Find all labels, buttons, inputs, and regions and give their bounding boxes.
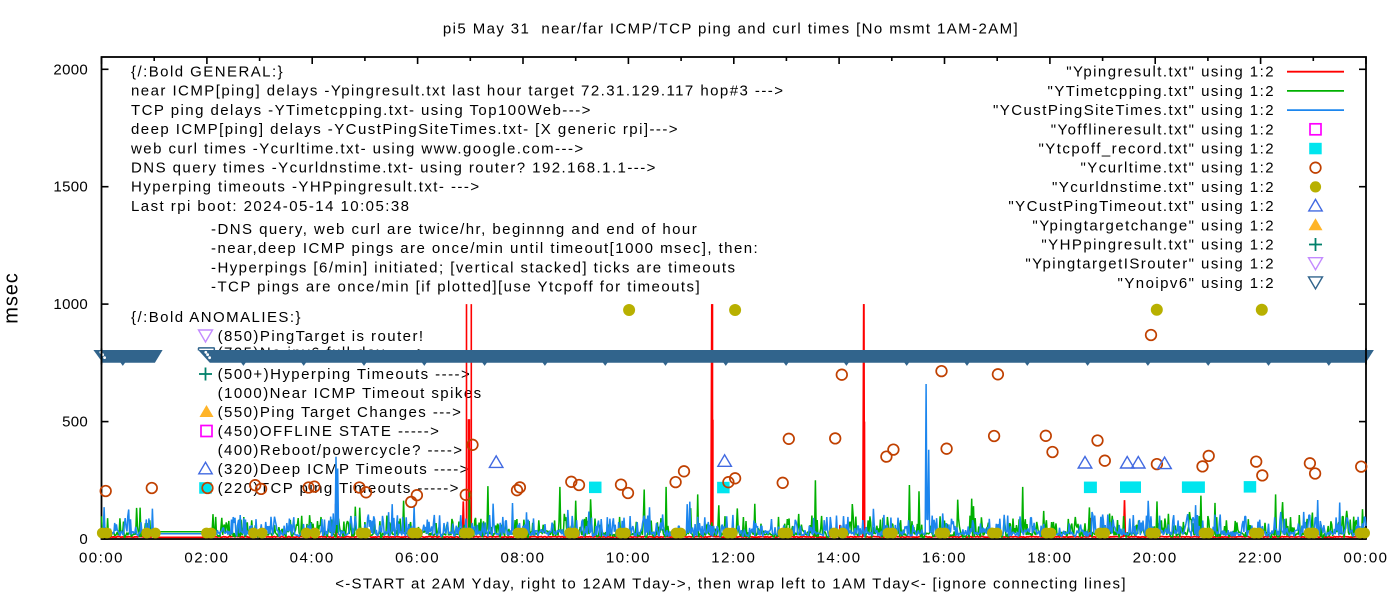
svg-text:deep ICMP[ping] delays -YCustP: deep ICMP[ping] delays -YCustPingSiteTim… [131, 121, 679, 138]
svg-text:14:00: 14:00 [817, 550, 862, 567]
svg-text:00:00: 00:00 [79, 550, 124, 567]
svg-text:-TCP pings are once/min [if pl: -TCP pings are once/min [if plotted][use… [211, 279, 701, 296]
svg-text:18:00: 18:00 [1027, 550, 1072, 567]
svg-text:(500+)Hyperping Timeouts ---->: (500+)Hyperping Timeouts ----> [218, 366, 472, 383]
svg-text:12:00: 12:00 [711, 550, 756, 567]
svg-text:"Ycurltime.txt" using 1:2: "Ycurltime.txt" using 1:2 [1081, 160, 1275, 177]
svg-text:-Hyperpings [6/min] initiated;: -Hyperpings [6/min] initiated; [vertical… [211, 259, 736, 276]
svg-text:"YHPpingresult.txt" using 1:2: "YHPpingresult.txt" using 1:2 [1041, 237, 1275, 254]
svg-text:"Ytcpoff_record.txt" using 1:2: "Ytcpoff_record.txt" using 1:2 [1039, 141, 1275, 158]
svg-text:{/:Bold ANOMALIES:}: {/:Bold ANOMALIES:} [131, 309, 302, 326]
svg-text:"Ycurldnstime.txt" using 1:2: "Ycurldnstime.txt" using 1:2 [1052, 179, 1275, 196]
svg-text:near ICMP[ping] delays -Ypingr: near ICMP[ping] delays -Ypingresult.txt … [131, 83, 784, 100]
svg-text:08:00: 08:00 [500, 550, 545, 567]
svg-text:"Ynoipv6" using 1:2: "Ynoipv6" using 1:2 [1118, 275, 1275, 292]
svg-text:(400)Reboot/powercycle? ---->: (400)Reboot/powercycle? ----> [218, 442, 464, 459]
svg-text:10:00: 10:00 [606, 550, 651, 567]
svg-text:(550)Ping Target Changes --->: (550)Ping Target Changes ---> [218, 404, 463, 421]
svg-text:"Ypingresult.txt" using 1:2: "Ypingresult.txt" using 1:2 [1066, 64, 1275, 81]
svg-text:02:00: 02:00 [184, 550, 229, 567]
svg-text:web curl times -Ycurltime.txt-: web curl times -Ycurltime.txt- using www… [130, 140, 585, 157]
svg-text:0: 0 [79, 531, 88, 548]
svg-text:"YCustPingSiteTimes.txt" using: "YCustPingSiteTimes.txt" using 1:2 [993, 102, 1275, 119]
svg-text:-DNS query, web curl are twice: -DNS query, web curl are twice/hr, begin… [211, 221, 698, 238]
svg-text:msec: msec [1, 272, 23, 323]
svg-text:16:00: 16:00 [922, 550, 967, 567]
svg-text:"YTimetcpping.txt" using 1:2: "YTimetcpping.txt" using 1:2 [1048, 83, 1275, 100]
svg-text:06:00: 06:00 [395, 550, 440, 567]
svg-text:2000: 2000 [53, 61, 88, 78]
svg-text:-near,deep ICMP pings are once: -near,deep ICMP pings are once/min until… [211, 240, 759, 257]
svg-text:TCP ping delays -YTimetcpping.: TCP ping delays -YTimetcpping.txt- using… [131, 102, 592, 119]
svg-text:pi5 May 31 near/far ICMP/TCP: pi5 May 31 near/far ICMP/TCP ping and cu… [443, 21, 1019, 38]
svg-text:04:00: 04:00 [290, 550, 335, 567]
svg-text:(850)PingTarget is router!: (850)PingTarget is router! [218, 328, 425, 345]
svg-text:<-START at 2AM Yday, right to: <-START at 2AM Yday, right to 12AM Tday-… [335, 576, 1127, 593]
svg-text:DNS query times -Ycurldnstime.: DNS query times -Ycurldnstime.txt- using… [131, 160, 657, 177]
svg-text:1500: 1500 [53, 179, 88, 196]
svg-text:22:00: 22:00 [1238, 550, 1283, 567]
svg-text:"YpingtargetISrouter" using 1:: "YpingtargetISrouter" using 1:2 [1025, 256, 1275, 273]
svg-text:00:00: 00:00 [1343, 550, 1388, 567]
svg-text:20:00: 20:00 [1133, 550, 1178, 567]
svg-text:(320)Deep ICMP Timeouts ---->: (320)Deep ICMP Timeouts ----> [218, 461, 470, 478]
svg-text:Hyperping timeouts -YHPpingres: Hyperping timeouts -YHPpingresult.txt- -… [131, 179, 481, 196]
svg-text:(450)OFFLINE STATE ----->: (450)OFFLINE STATE -----> [218, 423, 441, 440]
svg-text:"Yofflineresult.txt" using 1:2: "Yofflineresult.txt" using 1:2 [1051, 121, 1275, 138]
svg-text:(1000)Near ICMP Timeout spikes: (1000)Near ICMP Timeout spikes [218, 385, 483, 402]
svg-text:"Ypingtargetchange" using 1:2: "Ypingtargetchange" using 1:2 [1032, 217, 1275, 234]
svg-text:Last rpi boot: 2024-05-14 10:0: Last rpi boot: 2024-05-14 10:05:38 [131, 198, 410, 215]
svg-text:{/:Bold GENERAL:}: {/:Bold GENERAL:} [131, 64, 284, 81]
svg-text:1000: 1000 [53, 296, 88, 313]
svg-text:"YCustPingTimeout.txt" using 1: "YCustPingTimeout.txt" using 1:2 [1008, 198, 1275, 215]
svg-text:500: 500 [62, 414, 88, 431]
